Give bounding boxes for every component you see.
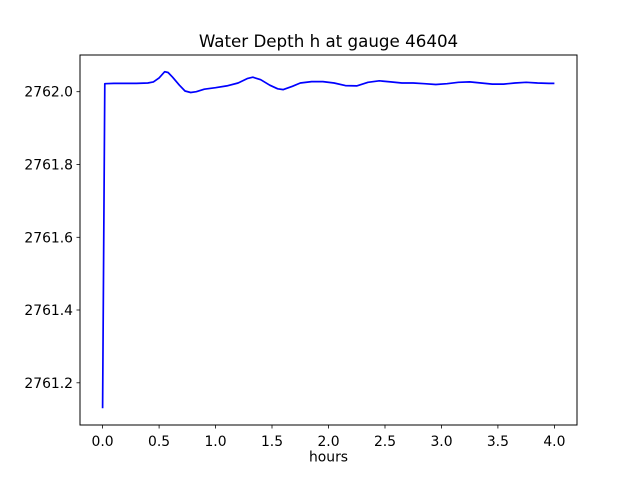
x-tick-label: 3.5 bbox=[487, 434, 509, 450]
x-tick-label: 2.5 bbox=[374, 434, 396, 450]
y-tick-label: 2762.0 bbox=[24, 85, 73, 101]
y-tick-label: 2761.6 bbox=[24, 230, 73, 246]
x-axis-label: hours bbox=[309, 450, 348, 466]
plot-area: 0.0 0.5 1.0 1.5 2.0 2.5 3.0 3.5 4.0 2761.2 2761.4 2… bbox=[24, 70, 565, 450]
x-tick-label: 0.0 bbox=[92, 434, 114, 450]
x-tick-label: 4.0 bbox=[543, 434, 565, 450]
x-tick-label: 1.5 bbox=[261, 434, 283, 450]
plot-border bbox=[79, 54, 578, 426]
chart-title: Water Depth h at gauge 46404 bbox=[199, 31, 458, 51]
x-tick-label: 3.0 bbox=[430, 434, 452, 450]
x-tick-label: 1.0 bbox=[204, 434, 226, 450]
water-depth-line bbox=[101, 70, 555, 409]
y-tick-label: 2761.8 bbox=[24, 158, 73, 174]
x-tick-label: 0.5 bbox=[148, 434, 170, 450]
y-tick-label: 2761.2 bbox=[24, 376, 73, 392]
x-tick-label: 2.0 bbox=[317, 434, 339, 450]
y-tick-label: 2761.4 bbox=[24, 303, 73, 319]
